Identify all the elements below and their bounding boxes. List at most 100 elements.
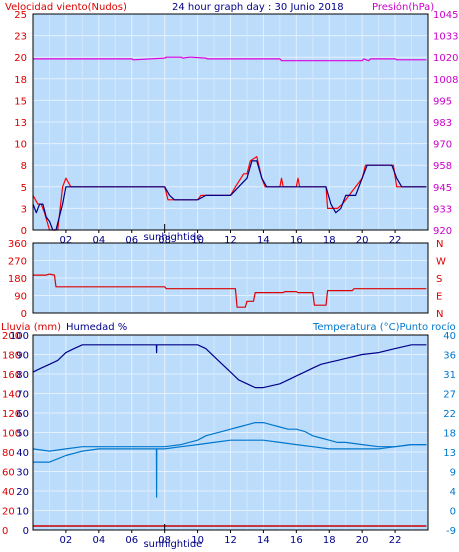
wind-speed-tick-label: 15 bbox=[14, 96, 27, 107]
x-tick-label: 16 bbox=[290, 535, 303, 546]
x-tick-label: 18 bbox=[323, 235, 336, 246]
wind-speed-tick-label: 18 bbox=[14, 75, 27, 86]
compass-tick-label: S bbox=[436, 274, 442, 285]
graph-title: 24 hour graph day : 30 Junio 2018 bbox=[172, 2, 344, 13]
dewpoint-series-line bbox=[33, 439, 427, 498]
x-tick-label: 14 bbox=[257, 235, 270, 246]
pressure-tick-label: 920 bbox=[433, 226, 452, 237]
rain-title: Lluvia (mm) bbox=[1, 322, 61, 333]
pressure-title: Presión(hPa) bbox=[372, 1, 434, 13]
x-tick-label: 02 bbox=[60, 235, 73, 246]
temperature-tick-label: 0 bbox=[450, 507, 456, 518]
temperature-tick-label: 36 bbox=[443, 351, 456, 362]
temperature-tick-label: -9 bbox=[446, 526, 456, 537]
rain-tick-label: 60 bbox=[2, 468, 15, 479]
wind-speed-tick-label: 0 bbox=[21, 226, 27, 237]
wind-speed-tick-label: 3 bbox=[21, 204, 27, 215]
pressure-tick-label: 933 bbox=[433, 204, 452, 215]
wind-speed-tick-label: 23 bbox=[14, 32, 27, 43]
temperature-tick-label: 27 bbox=[443, 390, 456, 401]
temperature-tick-label: 13 bbox=[443, 448, 456, 459]
pressure-tick-label: 1020 bbox=[433, 53, 458, 64]
pressure-series-line bbox=[33, 56, 427, 62]
humidity-tick-label: 40 bbox=[16, 448, 29, 459]
rain-tick-label: 140 bbox=[2, 390, 21, 401]
humidity-tick-label: 90 bbox=[16, 351, 29, 362]
rain-tick-label: 100 bbox=[2, 429, 21, 440]
humidity-tick-label: 30 bbox=[16, 468, 29, 479]
rain-tick-label: 20 bbox=[2, 507, 15, 518]
x-tick-label: 06 bbox=[125, 535, 138, 546]
x-tick-label: 06 bbox=[125, 235, 138, 246]
direction-tick-label: 270 bbox=[8, 257, 27, 268]
pressure-tick-label: 1008 bbox=[433, 75, 458, 86]
pressure-tick-label: 945 bbox=[433, 183, 452, 194]
wind-speed-tick-label: 8 bbox=[21, 161, 27, 172]
x-tick-label: 18 bbox=[323, 535, 336, 546]
humidity-series-line bbox=[32, 344, 427, 389]
compass-tick-label: E bbox=[436, 292, 442, 303]
rain-tick-label: 40 bbox=[2, 487, 15, 498]
humidity-tick-label: 80 bbox=[16, 370, 29, 381]
direction-tick-label: 360 bbox=[8, 239, 27, 250]
x-tick-label: 12 bbox=[224, 535, 237, 546]
humidity-tick-label: 100 bbox=[10, 331, 29, 342]
x-tick-label: 22 bbox=[389, 235, 402, 246]
humidity-tick-label: 50 bbox=[16, 429, 29, 440]
rain-tick-label: 160 bbox=[2, 370, 21, 381]
x-tick-label: 08 bbox=[158, 535, 171, 546]
sun-marker-label: sunhightide bbox=[143, 232, 202, 243]
x-tick-label: 04 bbox=[92, 235, 105, 246]
rain-tick-label: 0 bbox=[2, 526, 8, 537]
temperature-tick-label: 9 bbox=[450, 468, 456, 479]
wind-speed-tick-label: 10 bbox=[14, 140, 27, 151]
wind-speed-title: Velocidad viento(Nudos) bbox=[5, 2, 127, 13]
humidity-tick-label: 0 bbox=[23, 526, 29, 537]
direction-tick-label: 0 bbox=[21, 309, 27, 320]
x-tick-label: 10 bbox=[191, 235, 204, 246]
direction-tick-label: 90 bbox=[14, 292, 27, 303]
wind-speed-tick-label: 13 bbox=[14, 118, 27, 129]
rain-tick-label: 80 bbox=[2, 448, 15, 459]
x-tick-label: 08 bbox=[158, 235, 171, 246]
pressure-tick-label: 983 bbox=[433, 118, 452, 129]
temperature-tick-label: 40 bbox=[443, 331, 456, 342]
humidity-title: Humedad % bbox=[66, 322, 127, 333]
sun-marker-label: sunhightide bbox=[143, 539, 202, 550]
compass-tick-label: W bbox=[436, 257, 446, 268]
x-tick-label: 22 bbox=[389, 535, 402, 546]
temperature-tick-label: 22 bbox=[443, 409, 456, 420]
humidity-tick-label: 70 bbox=[16, 390, 29, 401]
temperature-tick-label: 18 bbox=[443, 429, 456, 440]
pressure-tick-label: 958 bbox=[433, 161, 452, 172]
x-tick-label: 14 bbox=[257, 535, 270, 546]
compass-tick-label: N bbox=[436, 309, 443, 320]
humidity-tick-label: 20 bbox=[16, 487, 29, 498]
wind-speed-tick-label: 20 bbox=[14, 53, 27, 64]
rain-tick-label: 180 bbox=[2, 351, 21, 362]
pressure-tick-label: 970 bbox=[433, 140, 452, 151]
direction-tick-label: 180 bbox=[8, 274, 27, 285]
panel-2-border bbox=[32, 242, 429, 314]
wind-speed-tick-label: 5 bbox=[21, 183, 27, 194]
x-tick-label: 04 bbox=[92, 535, 105, 546]
temperature-tick-label: 31 bbox=[443, 370, 456, 381]
humidity-tick-label: 10 bbox=[16, 507, 29, 518]
x-tick-label: 16 bbox=[290, 235, 303, 246]
compass-tick-label: N bbox=[436, 239, 443, 250]
temperature-tick-label: 4 bbox=[450, 487, 456, 498]
temperature-series-line bbox=[32, 422, 427, 452]
wind-speed-series-line bbox=[32, 160, 427, 231]
rain-tick-label: 200 bbox=[2, 331, 21, 342]
rain-tick-label: 120 bbox=[2, 409, 21, 420]
pressure-tick-label: 995 bbox=[433, 96, 452, 107]
wind-speed-tick-label: 25 bbox=[14, 10, 27, 21]
x-tick-label: 10 bbox=[191, 535, 204, 546]
temperature-title: Temperatura (°C)Punto rocío bbox=[312, 321, 456, 333]
pressure-tick-label: 1045 bbox=[433, 10, 458, 21]
wind-direction-series-line bbox=[33, 273, 427, 308]
x-tick-label: 02 bbox=[60, 535, 73, 546]
pressure-tick-label: 1033 bbox=[433, 32, 458, 43]
